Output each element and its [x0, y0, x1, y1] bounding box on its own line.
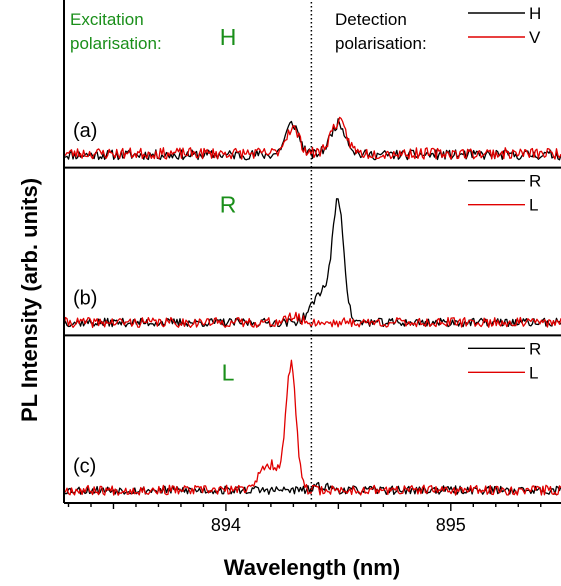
legend-label-3-l: L [529, 363, 538, 382]
traces [63, 116, 561, 496]
excitation-caption-line-2: polarisation: [70, 34, 162, 53]
legend-label-1-h: H [529, 4, 541, 23]
panel-label-1: (a) [73, 120, 97, 142]
trace-panel-2-l [63, 311, 561, 329]
x-tick-label-894: 894 [211, 515, 241, 535]
detection-caption-line-1: Detection [335, 10, 407, 29]
excitation-letter-3: L [222, 359, 235, 385]
excitation-letter-1: H [220, 24, 237, 50]
detection-caption-line-2: polarisation: [335, 34, 427, 53]
excitation-caption-line-1: Excitation [70, 10, 144, 29]
excitation-letter-2: R [220, 192, 237, 218]
trace-panel-2-r [63, 198, 561, 328]
legend-label-2-r: R [529, 172, 541, 191]
legend-label-1-v: V [529, 28, 541, 47]
panel-label-3: (c) [73, 455, 96, 477]
legend-label-3-r: R [529, 339, 541, 358]
y-axis-title: PL Intensity (arb. units) [17, 178, 42, 422]
legend-label-2-l: L [529, 196, 538, 215]
frame [63, 0, 561, 511]
trace-panel-3-l [63, 359, 561, 496]
x-tick-label-895: 895 [436, 515, 466, 535]
annotations: 894 895(a)HHV(b)RRL(c)LRLExcitationpolari… [70, 4, 541, 535]
x-axis-title: Wavelength (nm) [224, 555, 400, 580]
panel-label-2: (b) [73, 288, 97, 310]
trace-panel-1-h [63, 118, 561, 161]
trace-panel-1-v [63, 116, 561, 160]
